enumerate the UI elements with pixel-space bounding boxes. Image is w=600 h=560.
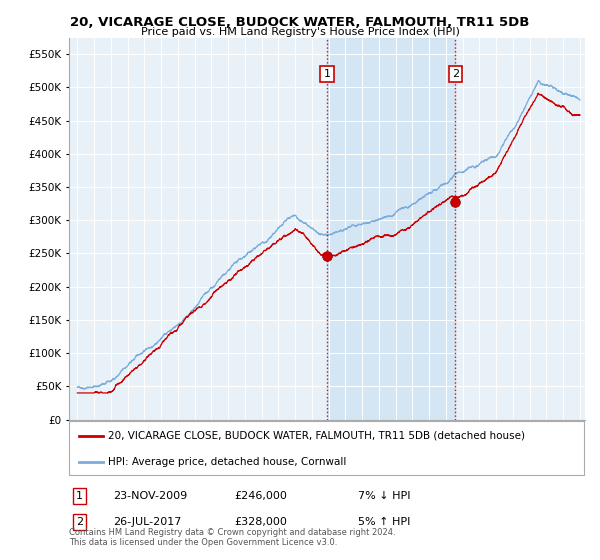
Text: 5% ↑ HPI: 5% ↑ HPI	[358, 517, 410, 527]
Text: HPI: Average price, detached house, Cornwall: HPI: Average price, detached house, Corn…	[108, 457, 346, 467]
Text: 2: 2	[452, 69, 459, 79]
Text: 7% ↓ HPI: 7% ↓ HPI	[358, 491, 410, 501]
Text: 1: 1	[323, 69, 331, 79]
Text: Price paid vs. HM Land Registry's House Price Index (HPI): Price paid vs. HM Land Registry's House …	[140, 27, 460, 37]
Text: 20, VICARAGE CLOSE, BUDOCK WATER, FALMOUTH, TR11 5DB (detached house): 20, VICARAGE CLOSE, BUDOCK WATER, FALMOU…	[108, 431, 525, 441]
Text: £246,000: £246,000	[234, 491, 287, 501]
Text: 20, VICARAGE CLOSE, BUDOCK WATER, FALMOUTH, TR11 5DB: 20, VICARAGE CLOSE, BUDOCK WATER, FALMOU…	[70, 16, 530, 29]
Bar	[327, 38, 455, 419]
FancyBboxPatch shape	[69, 421, 584, 475]
Text: £328,000: £328,000	[234, 517, 287, 527]
Text: Contains HM Land Registry data © Crown copyright and database right 2024.
This d: Contains HM Land Registry data © Crown c…	[69, 528, 395, 547]
Text: 23-NOV-2009: 23-NOV-2009	[113, 491, 187, 501]
Text: 1: 1	[76, 491, 83, 501]
Text: 26-JUL-2017: 26-JUL-2017	[113, 517, 181, 527]
Text: 2: 2	[76, 517, 83, 527]
